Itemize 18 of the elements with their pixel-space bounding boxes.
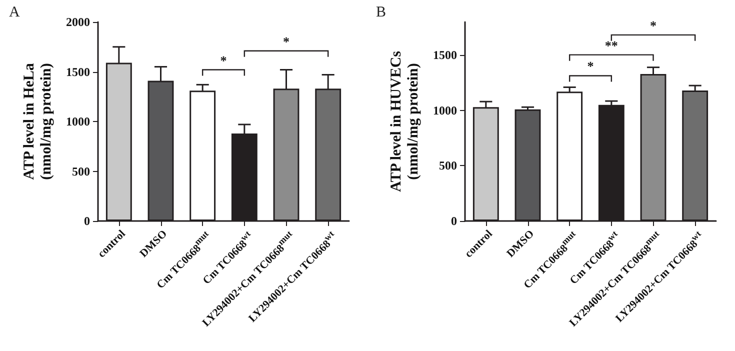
- y-axis-title: ATP level in HUVECs (nmol/mg protein): [388, 50, 422, 192]
- y-tick-label: 2000: [66, 15, 90, 29]
- annotation: *: [283, 34, 290, 49]
- chart-title: B: [376, 4, 386, 20]
- annotation: **: [604, 38, 618, 53]
- y-tick-label: 1000: [433, 103, 457, 118]
- y-tick-label: 1500: [66, 64, 90, 79]
- y-tick-label: 500: [72, 164, 90, 178]
- y-tick-label: 1000: [66, 114, 90, 128]
- y-axis-title: ATP level in HeLa (nmol/mg protein): [22, 62, 55, 180]
- y-tick-label: 0: [451, 214, 457, 228]
- annotation: *: [220, 52, 227, 68]
- chart-title: A: [9, 4, 20, 20]
- y-tick-label: 1500: [433, 48, 457, 62]
- y-tick-label: 0: [84, 214, 90, 228]
- y-tick-label: 500: [439, 158, 457, 173]
- annotation: *: [650, 18, 656, 33]
- annotation: *: [587, 58, 594, 74]
